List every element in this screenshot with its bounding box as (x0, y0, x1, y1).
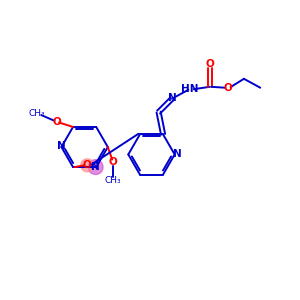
Text: CH₃: CH₃ (105, 176, 122, 185)
Text: O: O (83, 160, 92, 170)
Text: CH₃: CH₃ (28, 109, 45, 118)
Text: N: N (173, 149, 182, 160)
Text: N: N (57, 141, 66, 152)
Text: O: O (52, 117, 61, 127)
Text: N: N (168, 93, 177, 103)
Text: O: O (206, 59, 214, 69)
Circle shape (81, 159, 94, 172)
Text: N: N (91, 162, 100, 172)
Text: O: O (109, 158, 118, 167)
Text: HN: HN (181, 84, 199, 94)
Text: O: O (223, 83, 232, 93)
Circle shape (88, 160, 103, 175)
